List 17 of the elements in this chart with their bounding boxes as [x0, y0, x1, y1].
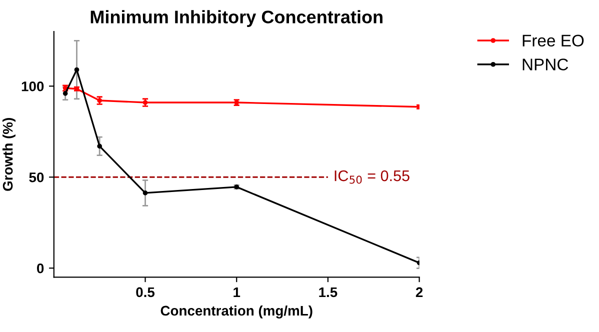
point	[74, 67, 80, 72]
x-axis-title: Concentration (mg/mL)	[160, 305, 312, 318]
ref-line-label: IC$_{50}$ = 0.55	[334, 170, 410, 184]
x-tick-label: 0.5	[136, 287, 155, 298]
point	[142, 190, 148, 196]
y-axis-title: Growth (%)	[2, 118, 16, 191]
point	[62, 90, 68, 96]
point	[97, 144, 102, 149]
chart-title: Minimum Inhibitory Concentration	[90, 10, 382, 27]
x-tick-label: 2	[416, 287, 423, 298]
y-tick-label: 0	[37, 263, 44, 274]
x-tick-label: 1.5	[319, 287, 338, 298]
x-tick-label: 1	[234, 287, 240, 298]
legend-label: Free EO	[522, 34, 584, 46]
legend-label: NPNC	[522, 58, 568, 70]
y-tick-label: 50	[29, 172, 44, 182]
y-tick-label: 100	[22, 81, 44, 92]
